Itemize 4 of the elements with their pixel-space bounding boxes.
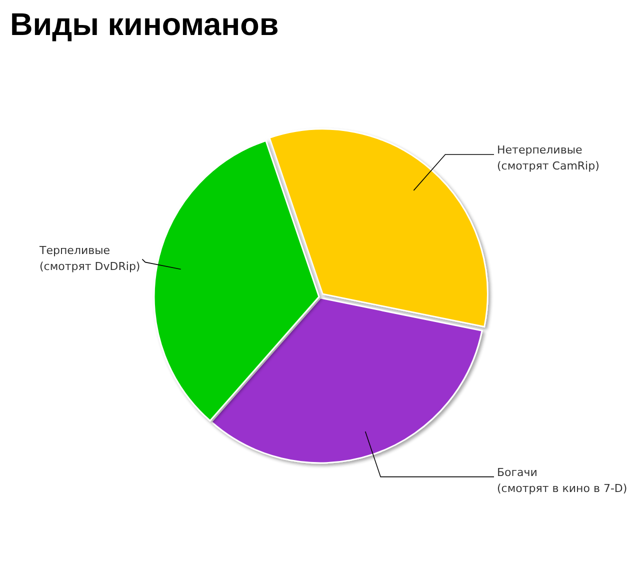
slice-label: Нетерпеливые (смотрят CamRip) [497, 143, 600, 172]
slice-label: Богачи (смотрят в кино в 7-D) [497, 466, 628, 495]
chart-title: Виды киноманов [10, 6, 279, 42]
slice-label: Терпеливые (смотрят DvDRip) [38, 244, 140, 274]
